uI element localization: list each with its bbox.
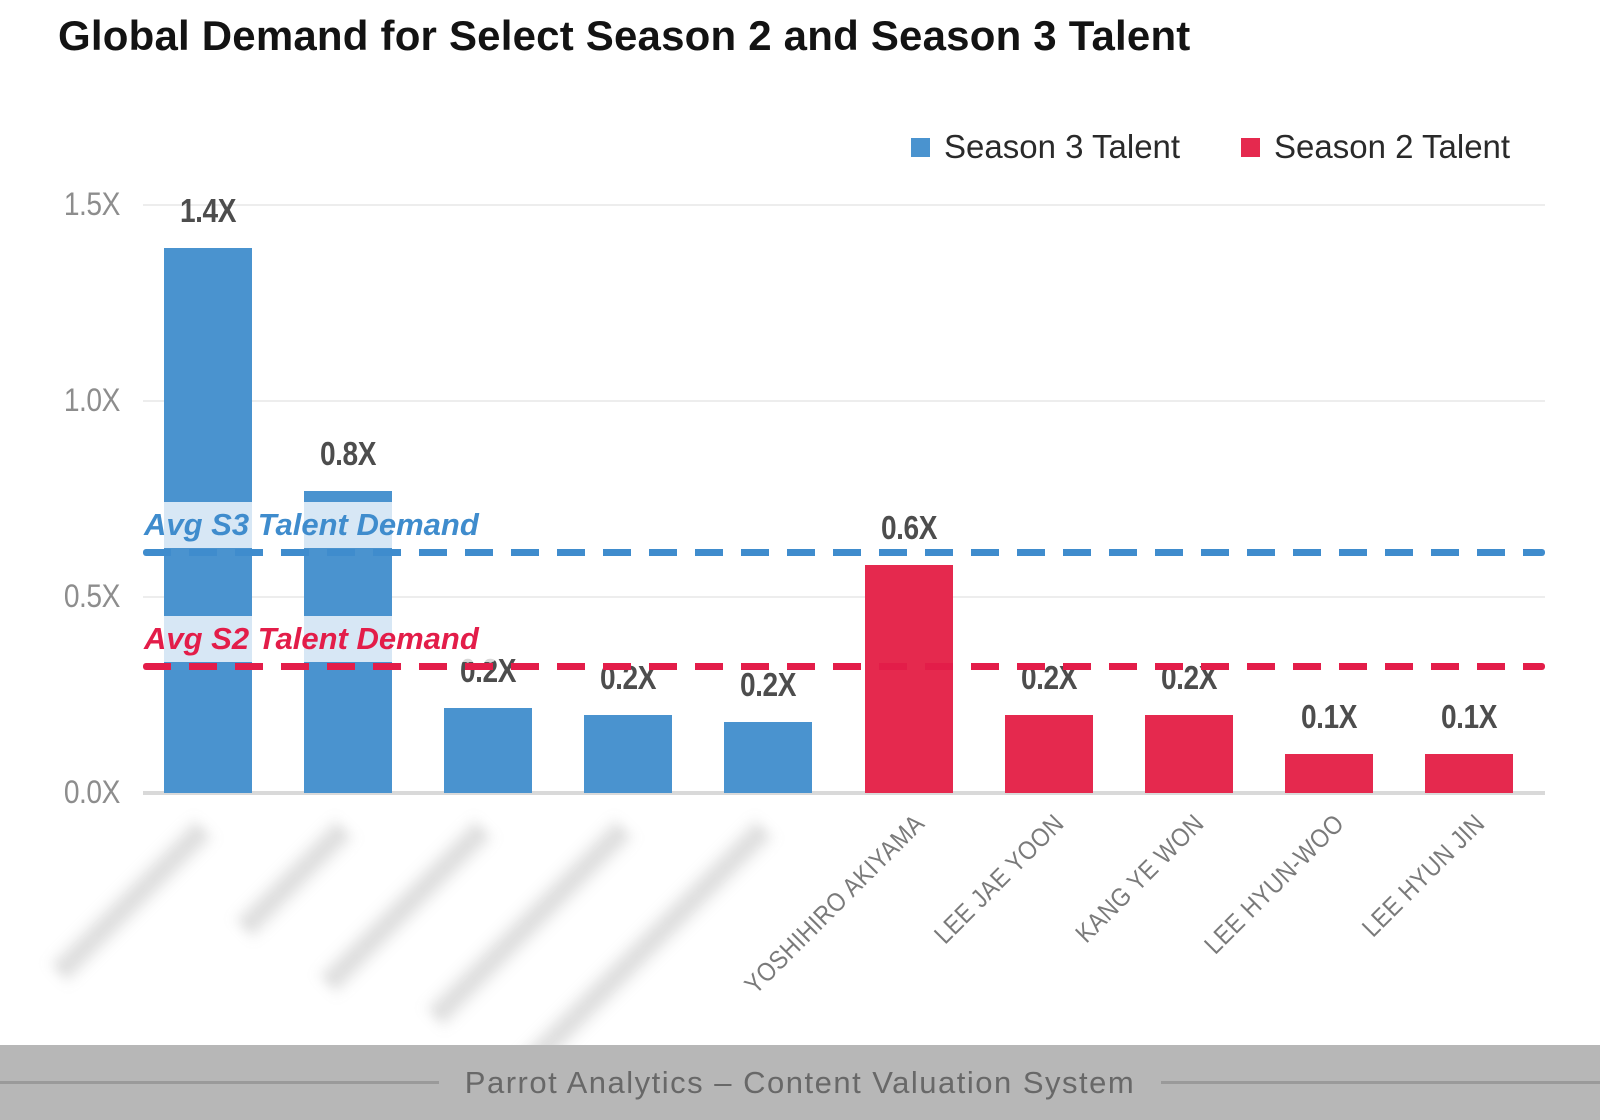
x-axis-label: LEE JAE YOON [928,808,1070,950]
bar [1004,714,1093,793]
x-axis-label: KANG YE WON [1069,808,1210,949]
avg-s3-talent-demand-line [143,548,1545,556]
bar [1424,753,1513,793]
gridline [143,204,1545,206]
bar-value-label: 0.1X [1440,697,1497,735]
footer-rule-right [1161,1081,1600,1084]
avg-s2-talent-demand-line [143,662,1545,670]
x-axis-label-redacted: XXXXXXXXX [233,818,355,940]
avg-s3-talent-demand-label: Avg S3 Talent Demand [136,501,495,548]
bar [1284,753,1373,793]
bar [864,564,953,793]
bar-value-label: 0.6X [880,508,937,546]
legend-label-season2: Season 2 Talent [1274,128,1511,165]
bar [1144,714,1233,793]
season3-swatch-icon [911,137,930,157]
y-axis-tick-label: 0.0X [63,774,121,810]
legend-item-season3: Season 3 Talent [911,128,1180,166]
chart-title: Global Demand for Select Season 2 and Se… [58,12,1191,59]
legend-item-season2: Season 2 Talent [1241,128,1510,166]
x-axis-label-redacted: XXXXXXXXXXXXX [48,818,215,984]
y-axis-tick-label: 1.0X [63,382,121,418]
footer-text: Parrot Analytics – Content Valuation Sys… [464,1064,1136,1100]
gridline [143,596,1545,598]
x-axis-label: LEE HYUN JIN [1355,808,1491,943]
bar-value-label: 0.2X [740,666,797,704]
bar [584,714,673,793]
x-axis-label: LEE HYUN-WOO [1198,808,1351,960]
footer-bar: Parrot Analytics – Content Valuation Sys… [0,1045,1600,1120]
avg-s2-talent-demand-label: Avg S2 Talent Demand [136,615,495,662]
bar [724,722,813,793]
bar-value-label: 1.4X [179,192,236,230]
legend-label-season3: Season 3 Talent [944,128,1181,165]
bar-value-label: 0.8X [320,435,377,473]
gridline [143,791,1545,795]
bar [444,707,533,793]
bar-value-label: 0.1X [1300,697,1357,735]
footer-rule-left [0,1081,439,1084]
y-axis-tick-label: 1.5X [63,186,121,222]
season2-swatch-icon [1241,137,1260,157]
gridline [143,400,1545,402]
y-axis-tick-label: 0.5X [63,578,121,614]
